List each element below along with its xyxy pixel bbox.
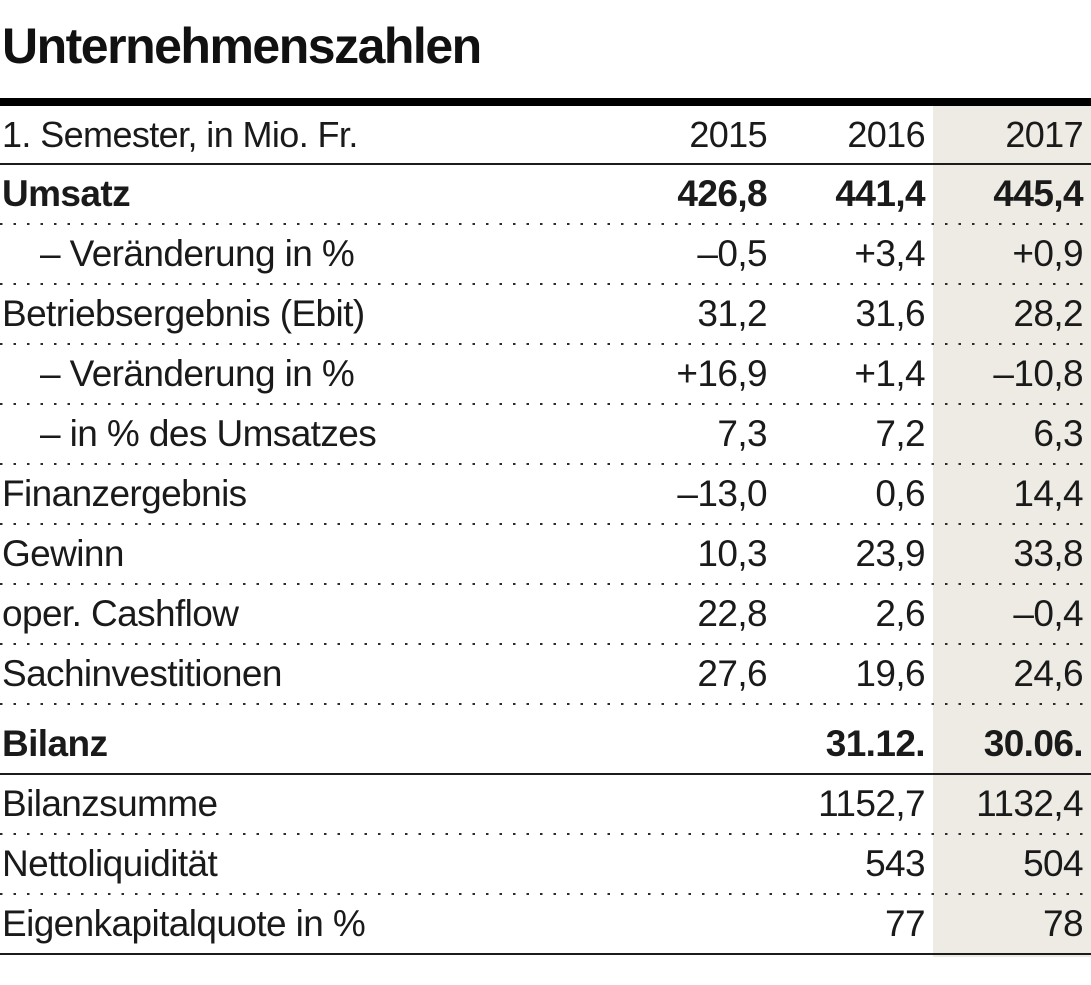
row-value-2017: +0,9: [1012, 232, 1083, 274]
row-value-2016: 31,6: [855, 292, 925, 334]
row-divider: [0, 702, 1091, 705]
row-value-2015: +16,9: [676, 352, 767, 394]
column-header-2016: 2016: [847, 113, 925, 155]
row-divider: [0, 832, 1091, 835]
row-value-2016: 0,6: [875, 472, 925, 514]
row-divider: [0, 892, 1091, 895]
row-ebit-veraenderung: – Veränderung in % +16,9 +1,4 –10,8: [0, 345, 1091, 403]
bottom-rule: [0, 952, 1091, 955]
row-label: Betriebsergebnis (Ebit): [2, 292, 365, 334]
row-value-2015: 426,8: [677, 172, 767, 214]
row-value-2017: 33,8: [1013, 532, 1083, 574]
row-value-2017: 78: [1043, 902, 1084, 944]
row-value-2017: 445,4: [993, 172, 1083, 214]
row-value-2015: –13,0: [677, 472, 767, 514]
row-divider: [0, 282, 1091, 285]
row-value-2017: 14,4: [1013, 472, 1083, 514]
header-divider: [0, 163, 1091, 165]
row-eigenkapitalquote: Eigenkapitalquote in % 77 78: [0, 895, 1091, 953]
title-rule: [0, 98, 1091, 106]
row-nettoliquiditaet: Nettoliquidität 543 504: [0, 835, 1091, 893]
row-label: Umsatz: [2, 172, 131, 214]
row-betriebsergebnis: Betriebsergebnis (Ebit) 31,2 31,6 28,2: [0, 285, 1091, 343]
section-divider: [0, 773, 1091, 775]
section-label: Bilanz: [2, 723, 108, 764]
row-divider: [0, 582, 1091, 585]
row-value-2016: +1,4: [854, 352, 925, 394]
row-finanzergebnis: Finanzergebnis –13,0 0,6 14,4: [0, 465, 1091, 523]
page-title: Unternehmenszahlen: [2, 18, 482, 74]
row-value-2016: +3,4: [854, 232, 925, 274]
row-divider: [0, 342, 1091, 345]
row-value-2016: 7,2: [875, 412, 925, 454]
row-umsatz-veraenderung: – Veränderung in % –0,5 +3,4 +0,9: [0, 225, 1091, 283]
row-value-2017: 1132,4: [976, 782, 1083, 824]
column-header-2015: 2015: [689, 113, 767, 155]
row-value-2015: 7,3: [717, 412, 767, 454]
row-ebit-umsatzanteil: – in % des Umsatzes 7,3 7,2 6,3: [0, 405, 1091, 463]
row-label: Sachinvestitionen: [2, 652, 282, 694]
row-value-2017: 6,3: [1033, 412, 1083, 454]
row-value-2016: 77: [885, 902, 926, 944]
section-date-2017: 30.06.: [983, 723, 1084, 764]
row-label: oper. Cashflow: [2, 592, 239, 634]
row-value-2017: –0,4: [1013, 592, 1083, 634]
row-value-2017: 28,2: [1013, 292, 1083, 334]
row-value-2016: 441,4: [835, 172, 925, 214]
row-value-2016: 2,6: [875, 592, 925, 634]
row-value-2017: 24,6: [1013, 652, 1083, 694]
row-divider: [0, 522, 1091, 525]
row-value-2015: –0,5: [697, 232, 767, 274]
row-value-2017: 504: [1023, 842, 1084, 884]
row-bilanz-section: Bilanz 31.12. 30.06.: [0, 705, 1091, 773]
unit-label: 1. Semester, in Mio. Fr.: [2, 113, 358, 155]
row-value-2015: 10,3: [697, 532, 767, 574]
section-value-2015: [615, 765, 775, 773]
row-value-2015: 22,8: [697, 592, 767, 634]
row-value-2016: 23,9: [855, 532, 925, 574]
row-label: – Veränderung in %: [40, 232, 355, 274]
row-label: – Veränderung in %: [40, 352, 355, 394]
row-divider: [0, 462, 1091, 465]
row-value-2015: 31,2: [697, 292, 767, 334]
highlight-column-2017: [933, 106, 1091, 957]
row-divider: [0, 642, 1091, 645]
row-value-2016: 1152,7: [818, 782, 925, 824]
row-label: Finanzergebnis: [2, 472, 247, 514]
row-value-2016: 543: [865, 842, 926, 884]
row-sachinvestitionen: Sachinvestitionen 27,6 19,6 24,6: [0, 645, 1091, 703]
column-header-2017: 2017: [1005, 113, 1083, 155]
row-umsatz: Umsatz 426,8 441,4 445,4: [0, 165, 1091, 223]
section-date-2016: 31.12.: [825, 723, 926, 764]
row-label: – in % des Umsatzes: [40, 412, 377, 454]
row-label: Gewinn: [2, 532, 124, 574]
row-cashflow: oper. Cashflow 22,8 2,6 –0,4: [0, 585, 1091, 643]
row-divider: [0, 402, 1091, 405]
row-label: Bilanzsumme: [2, 782, 218, 824]
row-gewinn: Gewinn 10,3 23,9 33,8: [0, 525, 1091, 583]
row-value-2016: 19,6: [855, 652, 925, 694]
row-label: Eigenkapitalquote in %: [2, 902, 366, 944]
row-bilanzsumme: Bilanzsumme 1152,7 1132,4: [0, 775, 1091, 833]
figures-table: 1. Semester, in Mio. Fr. 2015 2016 2017 …: [0, 106, 1091, 957]
row-divider: [0, 222, 1091, 225]
row-value-2017: –10,8: [993, 352, 1083, 394]
row-value-2015: 27,6: [697, 652, 767, 694]
row-label: Nettoliquidität: [2, 842, 218, 884]
table-header-row: 1. Semester, in Mio. Fr. 2015 2016 2017: [0, 106, 1091, 163]
